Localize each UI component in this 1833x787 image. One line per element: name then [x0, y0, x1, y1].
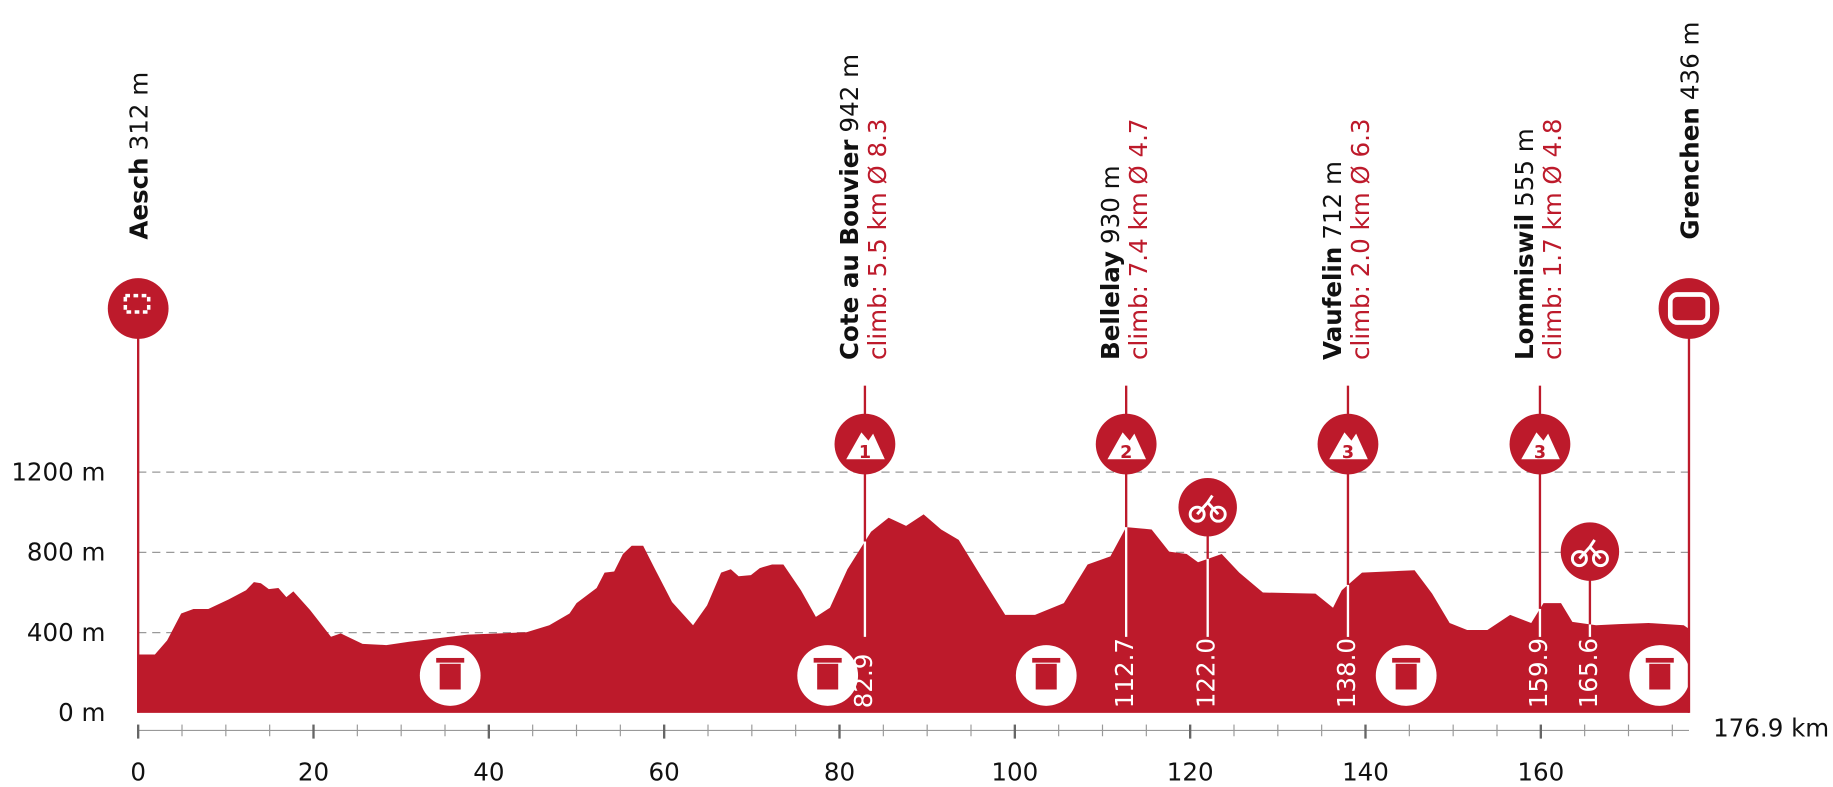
climb-info: climb: 2.0 km Ø 6.3: [1346, 118, 1375, 359]
place-elevation: 555 m: [1510, 128, 1539, 207]
finish-icon: [1667, 292, 1711, 325]
sprint-icon: [1196, 494, 1220, 516]
climb-category: 2: [1120, 443, 1132, 463]
y-tick-label: 400 m: [27, 618, 106, 647]
climb-icon: [846, 432, 885, 460]
sprint-icon: [1178, 477, 1237, 537]
x-tick-label: 160: [1517, 758, 1564, 783]
x-tick-label: 20: [298, 758, 329, 783]
feed-zone-icon: [1649, 663, 1671, 690]
climb-icon: [1107, 432, 1147, 460]
y-tick-label: 800 m: [27, 538, 106, 567]
place-name: Vaufelin: [1318, 247, 1347, 360]
feed-zone-icon: [1035, 663, 1057, 690]
place-name: Lommiswil: [1510, 214, 1539, 360]
place-elevation: 930 m: [1096, 165, 1125, 244]
feed-zone-icon: [817, 663, 839, 690]
x-tick-label: 40: [473, 758, 504, 783]
feed-zone-icon: [439, 663, 461, 690]
place-label: Grenchen 436 m: [1675, 22, 1704, 240]
marker-label: 165.6: [1574, 638, 1603, 708]
feed-zone-icon: [436, 657, 465, 663]
place-name: Cote au Bouvier: [835, 139, 864, 360]
elevation-profile: [138, 514, 1689, 713]
x-tick-label: 140: [1342, 758, 1389, 783]
climb-icon: [1329, 432, 1368, 460]
x-tick-label: 80: [824, 758, 855, 783]
marker-label: 82.9: [849, 654, 878, 709]
place-label: Aesch 312 m: [125, 72, 154, 240]
marker-label: 159.9: [1524, 638, 1553, 708]
sprint-icon: [1188, 505, 1206, 523]
feed-zone-icon: [1395, 663, 1417, 690]
x-tick-label: 60: [649, 758, 680, 783]
place-elevation: 942 m: [835, 54, 864, 133]
flag-icon: [123, 293, 151, 314]
climb-icon: [1521, 432, 1560, 460]
sprint-icon: [1560, 522, 1620, 581]
place-label: Cote au Bouvier 942 m: [835, 54, 864, 360]
feed-zone-icon: [1645, 657, 1674, 663]
x-tick-label: 100: [991, 758, 1038, 783]
place-label: Vaufelin 712 m: [1318, 161, 1347, 360]
place-name: Grenchen: [1675, 107, 1704, 239]
sprint-icon: [1578, 539, 1602, 560]
climb-category: 1: [859, 443, 871, 463]
place-label: Bellelay 930 m: [1096, 165, 1125, 360]
place-icon: [1658, 278, 1720, 339]
climb-info: climb: 5.5 km Ø 8.3: [863, 118, 892, 359]
sprint-icon: [1209, 505, 1227, 523]
y-tick-label: 1200 m: [11, 457, 105, 486]
x-tick-label: 120: [1167, 758, 1214, 783]
marker-label: 138.0: [1332, 638, 1361, 708]
place-elevation: 312 m: [125, 72, 154, 151]
y-tick-label: 0 m: [58, 698, 105, 727]
place-elevation: 436 m: [1675, 22, 1704, 101]
place-elevation: 712 m: [1318, 161, 1347, 240]
place-name: Bellelay: [1096, 251, 1125, 360]
marker-label: 112.7: [1110, 638, 1139, 708]
climb-info: climb: 1.7 km Ø 4.8: [1538, 118, 1567, 359]
feed-zone-icon: [1032, 657, 1061, 663]
climb-category: 3: [1342, 443, 1354, 463]
distance-label: 176.9 km: [1713, 713, 1829, 742]
feed-zone-icon: [1392, 657, 1421, 663]
sprint-icon: [1591, 550, 1609, 568]
marker-label: 122.0: [1192, 638, 1221, 708]
place-name: Aesch: [125, 157, 154, 239]
sprint-icon: [1570, 550, 1588, 568]
climb-info: climb: 7.4 km Ø 4.7: [1124, 118, 1153, 359]
climb-category: 3: [1534, 443, 1546, 463]
x-tick-label: 0: [130, 758, 146, 783]
place-label: Lommiswil 555 m: [1510, 128, 1539, 360]
feed-zone-icon: [813, 657, 842, 663]
place-icon: [107, 278, 169, 339]
